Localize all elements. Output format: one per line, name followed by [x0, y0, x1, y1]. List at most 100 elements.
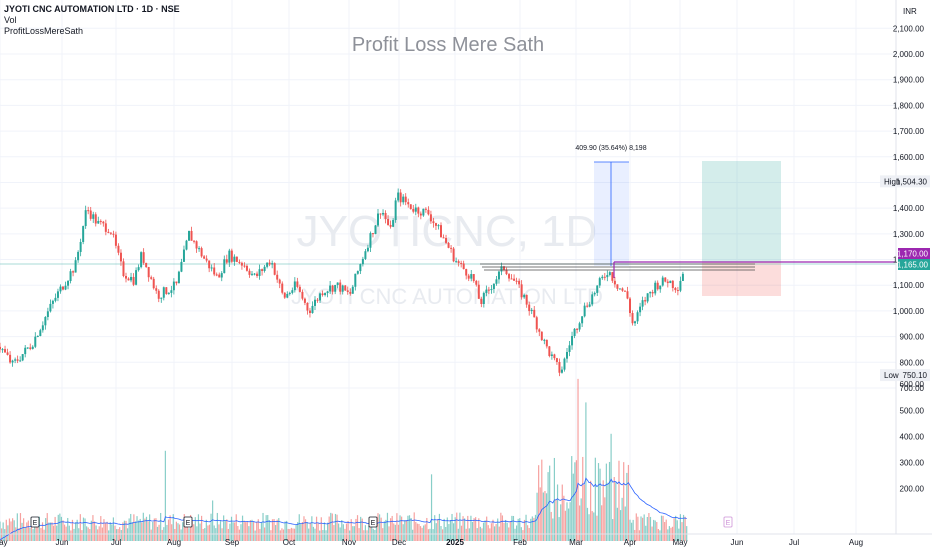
volume-bar — [35, 521, 37, 541]
candle — [608, 272, 611, 275]
candle — [445, 237, 448, 243]
volume-bar — [230, 516, 233, 541]
candle — [465, 269, 468, 276]
volume-bar — [90, 520, 92, 541]
candle — [334, 285, 337, 292]
candle — [621, 288, 624, 291]
volume-bar — [638, 530, 641, 541]
earnings-marker-label: E — [33, 520, 38, 527]
volume-bar — [232, 522, 234, 541]
candle — [467, 275, 470, 279]
candle — [200, 248, 203, 257]
candle — [26, 347, 29, 349]
volume-bar — [161, 529, 163, 541]
candle — [107, 231, 110, 233]
candle — [205, 258, 208, 261]
candle — [404, 196, 407, 203]
volume-bar — [114, 525, 116, 541]
volume-bar — [380, 517, 382, 541]
volume-bar — [678, 528, 680, 541]
indicator-legend[interactable]: ProfitLossMereSath — [4, 26, 84, 36]
candle — [603, 276, 606, 278]
volume-bar — [585, 402, 587, 541]
time-tick-label: Sep — [225, 538, 240, 547]
volume-bar — [624, 506, 626, 541]
candle — [147, 267, 150, 278]
candle — [457, 261, 460, 263]
candle — [369, 233, 372, 248]
volume-bar — [364, 525, 366, 541]
volume-bar — [437, 518, 439, 541]
volume-bar — [197, 514, 200, 541]
candle — [324, 293, 327, 296]
volume-bar — [599, 468, 601, 541]
volume-bar — [574, 462, 576, 541]
volume-bar — [476, 528, 478, 541]
volume-tick-label: 200.00 — [900, 485, 925, 494]
volume-bar — [183, 514, 185, 541]
candle — [346, 290, 349, 292]
candle — [470, 274, 473, 279]
candle — [671, 280, 674, 288]
volume-bar — [59, 513, 61, 541]
volume-bar — [363, 530, 365, 541]
time-tick-label: Mar — [569, 538, 583, 547]
price-tick-label: 1,400.00 — [893, 204, 925, 213]
volume-bar — [70, 530, 72, 541]
volume-legend[interactable]: Vol — [4, 15, 17, 25]
candle — [581, 316, 584, 324]
candle — [248, 270, 251, 275]
time-tick-label: Aug — [167, 538, 181, 547]
volume-bar — [653, 519, 655, 541]
candle — [513, 278, 516, 281]
time-axis[interactable]: May Jun Jul Aug Sep Oct Nov Dec 2025 Feb Mar Apr May… — [0, 533, 932, 547]
volume-bar — [648, 513, 650, 541]
volume-bar — [604, 497, 606, 541]
volume-bar — [327, 522, 329, 541]
volume-bar — [356, 515, 359, 541]
candle — [432, 221, 435, 224]
volume-bar — [456, 512, 458, 541]
volume-bar — [632, 519, 634, 541]
volume-bar — [553, 457, 555, 541]
candle — [356, 271, 359, 274]
volume-bar — [656, 522, 658, 541]
volume-bar — [279, 530, 281, 541]
candle — [364, 251, 367, 259]
candle — [518, 280, 521, 285]
candle — [399, 192, 402, 203]
volume-bar — [246, 521, 248, 541]
candle — [576, 328, 579, 330]
price-axis[interactable]: 700.00800.00900.001,000.001,100.001,200.… — [880, 0, 930, 534]
volume-bar — [301, 522, 303, 541]
time-tick-label: Jun — [731, 538, 744, 547]
candle — [664, 277, 667, 282]
volume-bar — [556, 484, 559, 541]
volume-bar — [84, 518, 86, 541]
earnings-marker: E — [723, 516, 733, 528]
candle — [329, 285, 332, 292]
volume-bar — [68, 525, 70, 541]
volume-bar — [125, 520, 127, 541]
volume-bar — [241, 515, 244, 541]
candle — [485, 289, 488, 293]
volume-bar — [224, 520, 226, 541]
measure-zone — [594, 162, 629, 266]
volume-bar — [616, 507, 618, 541]
currency-label[interactable]: INR — [903, 7, 917, 16]
volume-bar — [63, 524, 66, 541]
volume-bar — [293, 528, 296, 541]
candle — [29, 347, 32, 349]
candle — [387, 218, 390, 226]
candle — [508, 274, 511, 279]
volume-bar — [215, 528, 217, 541]
volume-bar — [441, 529, 444, 541]
candle — [175, 281, 178, 284]
candle — [636, 312, 639, 322]
price-tick-label: 1,300.00 — [893, 230, 925, 239]
volume-bar — [328, 516, 330, 541]
candle — [92, 214, 95, 219]
symbol-title[interactable]: JYOTI CNC AUTOMATION LTD · 1D · NSE — [4, 4, 180, 14]
